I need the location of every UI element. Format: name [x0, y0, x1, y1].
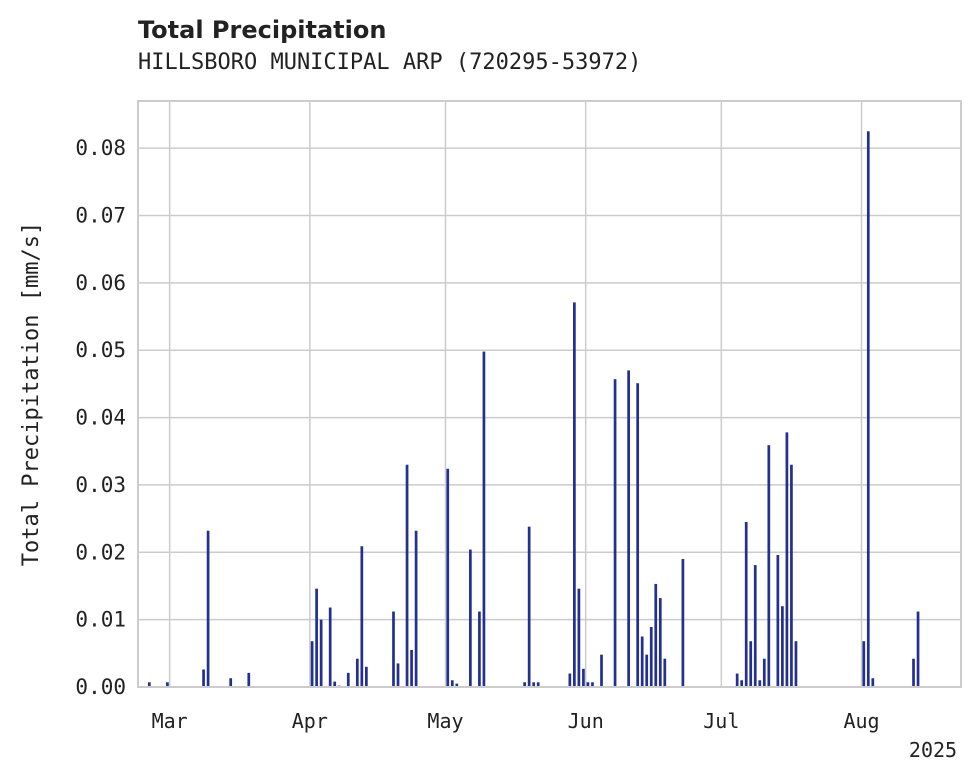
precipitation-bar	[582, 668, 585, 687]
precipitation-bar	[744, 521, 748, 687]
precipitation-bar	[247, 672, 251, 687]
grid-layer	[138, 101, 961, 688]
precipitation-bar	[586, 682, 590, 687]
precipitation-bar	[147, 682, 151, 687]
y-tick-label: 0.00	[75, 675, 126, 699]
precipitation-bar	[536, 682, 540, 687]
precipitation-bar	[346, 672, 350, 687]
precipitation-bar	[310, 641, 314, 687]
x-tick-label: May	[427, 709, 463, 733]
plot-frame	[137, 100, 962, 688]
precipitation-bar	[600, 654, 603, 687]
y-tick-label: 0.05	[75, 338, 126, 362]
precipitation-bar	[862, 641, 866, 687]
precipitation-bar	[410, 649, 413, 687]
precipitation-bar	[166, 682, 169, 687]
y-tick-label: 0.03	[75, 473, 126, 497]
precipitation-bar	[527, 526, 531, 687]
precipitation-bar	[762, 658, 766, 687]
precipitation-bar	[333, 681, 337, 687]
precipitation-bar	[916, 611, 920, 687]
precipitation-bar	[776, 554, 780, 687]
precipitation-bar	[790, 464, 793, 687]
x-tick-label: Jul	[703, 709, 739, 733]
precipitation-bar	[735, 673, 739, 687]
precipitation-bar	[568, 673, 572, 687]
precipitation-bar	[469, 549, 472, 687]
precipitation-bar	[478, 611, 481, 687]
precipitation-bar	[206, 530, 210, 687]
precipitation-bar	[450, 680, 454, 687]
precipitation-bar	[663, 658, 667, 687]
precipitation-bar	[455, 683, 459, 687]
precipitation-bar	[740, 680, 744, 687]
y-tick-label: 0.02	[75, 540, 126, 564]
precipitation-bar	[785, 432, 789, 687]
precipitation-bar	[749, 641, 753, 687]
x-tick-label: Aug	[843, 709, 879, 733]
x-tick-labels: Mar Apr May Jun Jul Aug	[152, 709, 880, 733]
precipitation-bar	[328, 607, 332, 687]
precipitation-bar	[355, 658, 359, 687]
precipitation-bar	[573, 302, 576, 687]
precipitation-bar	[446, 468, 450, 687]
precipitation-bar	[636, 383, 640, 687]
precipitation-bar	[912, 658, 915, 687]
precipitation-bar	[414, 530, 418, 687]
precipitation-bar	[229, 678, 233, 687]
y-tick-label: 0.06	[75, 271, 126, 295]
x-tick-label: Apr	[292, 709, 328, 733]
precipitation-bar	[640, 636, 644, 687]
y-tick-label: 0.08	[75, 136, 126, 160]
x-tick-label: Jun	[568, 709, 604, 733]
year-label: 2025	[909, 738, 957, 762]
precipitation-bar	[681, 559, 685, 687]
y-tick-label: 0.04	[75, 406, 126, 430]
y-tick-label: 0.07	[75, 204, 126, 228]
y-tick-labels: 0.00 0.01 0.02 0.03 0.04 0.05 0.06 0.07 0.08	[75, 136, 126, 699]
chart-subtitle: HILLSBORO MUNICIPAL ARP (720295-53972)	[138, 50, 642, 75]
precipitation-bar	[871, 678, 875, 687]
precipitation-bar	[613, 379, 617, 687]
precipitation-bar	[794, 641, 798, 687]
precipitation-bar	[781, 606, 784, 687]
y-axis-label: Total Precipitation [mm/s]	[19, 222, 44, 566]
precipitation-bar	[758, 680, 762, 687]
precipitation-bar	[392, 611, 395, 687]
precipitation-bar	[649, 627, 653, 687]
precipitation-bar	[753, 565, 757, 687]
precipitation-bar	[360, 546, 364, 687]
precipitation-bar	[319, 619, 323, 687]
precipitation-bar	[396, 663, 400, 687]
x-tick-label: Mar	[152, 709, 188, 733]
precipitation-bar	[767, 445, 771, 687]
chart-title: Total Precipitation	[138, 16, 387, 44]
precipitation-bar	[532, 682, 536, 687]
precipitation-bar	[315, 588, 318, 687]
precipitation-bar	[577, 588, 581, 687]
precipitation-bar	[658, 598, 662, 687]
precipitation-bar	[654, 583, 658, 687]
precipitation-bar	[405, 464, 409, 687]
precipitation-bar	[645, 654, 649, 687]
precipitation-bar	[365, 666, 368, 687]
bars-layer	[147, 131, 920, 687]
precipitation-bar	[866, 131, 870, 687]
precipitation-bar	[523, 682, 526, 687]
y-tick-label: 0.01	[75, 608, 126, 632]
precipitation-bar	[627, 370, 630, 687]
precipitation-bar	[482, 351, 486, 687]
precipitation-bar	[202, 669, 205, 687]
precipitation-bar	[591, 682, 594, 687]
